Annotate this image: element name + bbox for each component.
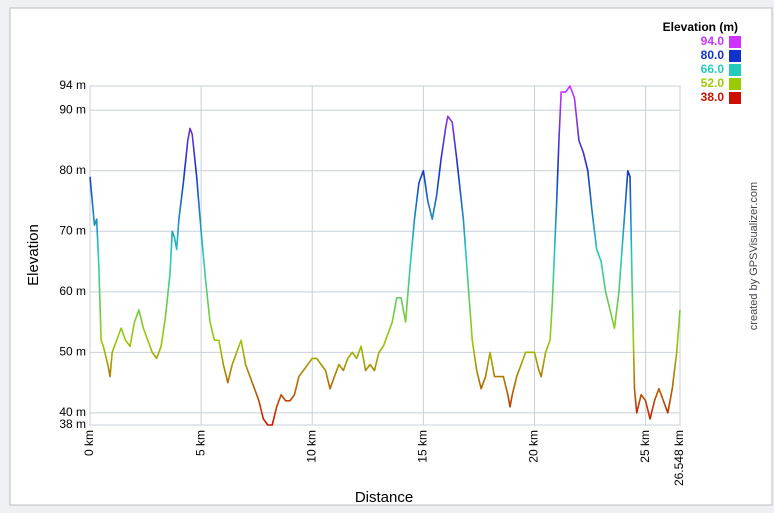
- y-tick-label: 40 m: [59, 405, 86, 419]
- credit: created by GPSVisualizer.com: [748, 182, 760, 330]
- legend-label: 66.0: [701, 62, 725, 76]
- y-tick-label: 70 m: [59, 223, 86, 237]
- x-tick-label: 5 km: [193, 430, 207, 456]
- legend-label: 80.0: [701, 48, 725, 62]
- x-tick-label: 20 km: [527, 430, 541, 463]
- plot-area: [89, 85, 681, 426]
- y-tick-label: 94 m: [59, 78, 86, 92]
- legend-swatch: [729, 78, 741, 90]
- legend-label: 38.0: [701, 90, 725, 104]
- y-tick-label: 50 m: [59, 345, 86, 359]
- y-axis-label: Elevation: [25, 224, 42, 286]
- y-tick-label: 80 m: [59, 163, 86, 177]
- y-tick-label: 60 m: [59, 284, 86, 298]
- legend-swatch: [729, 50, 741, 62]
- legend-swatch: [729, 64, 741, 76]
- y-tick-label: 90 m: [59, 102, 86, 116]
- legend-label: 52.0: [701, 76, 725, 90]
- legend-label: 94.0: [701, 34, 725, 48]
- x-axis-label: Distance: [355, 489, 413, 506]
- legend-swatch: [729, 92, 741, 104]
- x-tick-label: 0 km: [82, 430, 96, 456]
- legend-title: Elevation (m): [663, 20, 738, 34]
- x-tick-label: 25 km: [638, 430, 652, 463]
- x-tick-label: 10 km: [304, 430, 318, 463]
- y-tick-label: 38 m: [59, 417, 86, 431]
- x-tick-label: 15 km: [416, 430, 430, 463]
- legend-swatch: [729, 36, 741, 48]
- x-tick-label: 26.548 km: [672, 430, 686, 486]
- elevation-line: [89, 85, 681, 426]
